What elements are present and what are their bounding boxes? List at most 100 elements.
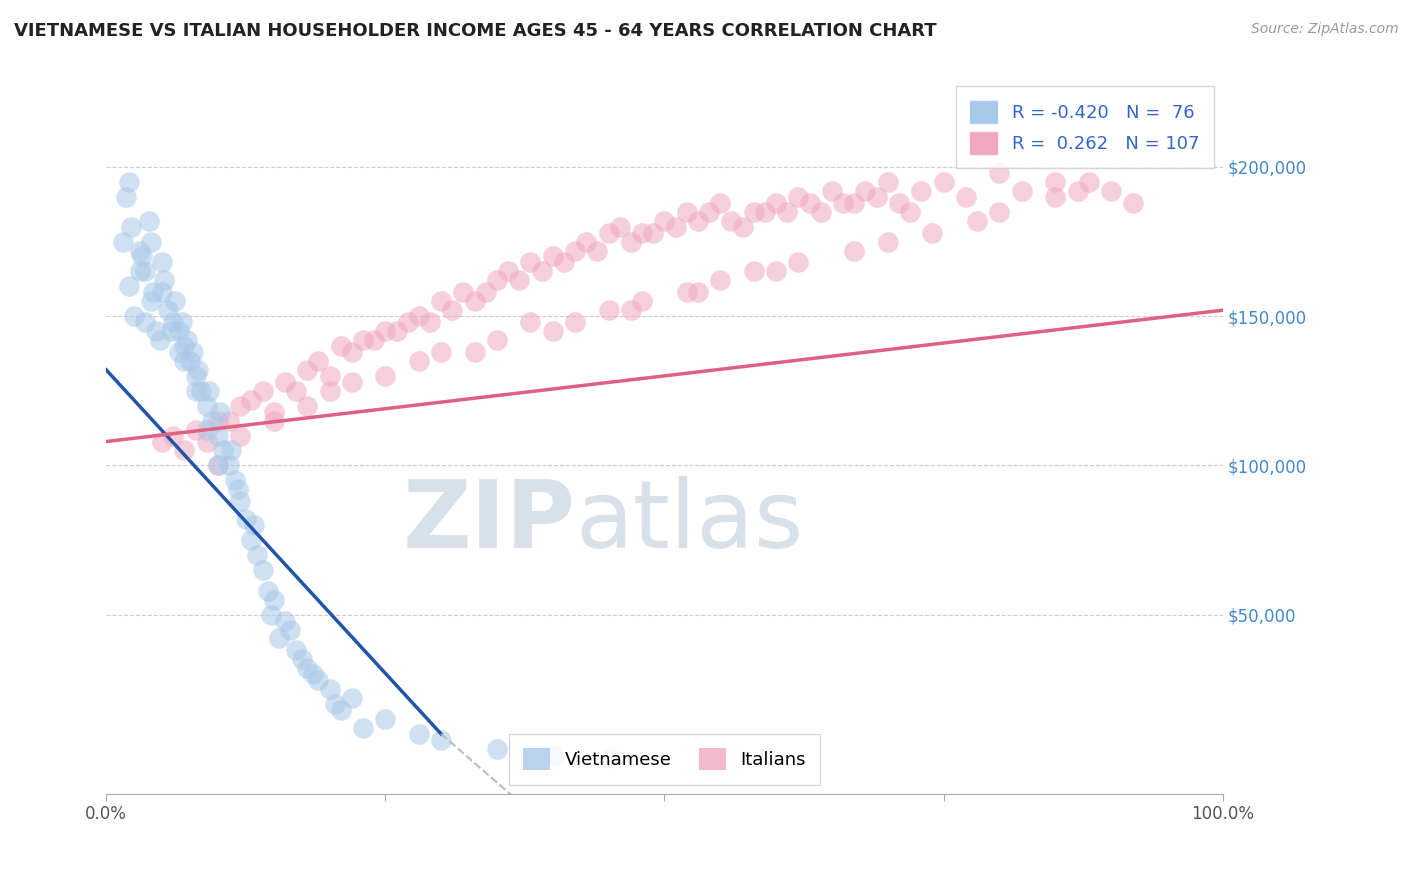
Point <box>485 273 508 287</box>
Point <box>887 195 910 210</box>
Point <box>966 213 988 227</box>
Point <box>1043 190 1066 204</box>
Point <box>1077 175 1099 189</box>
Point <box>128 264 150 278</box>
Point <box>519 255 541 269</box>
Point <box>430 294 453 309</box>
Point <box>541 747 564 762</box>
Point <box>385 324 408 338</box>
Point <box>898 204 921 219</box>
Point <box>765 195 787 210</box>
Point <box>396 315 419 329</box>
Point <box>776 204 799 219</box>
Point <box>162 428 184 442</box>
Point <box>598 751 620 765</box>
Point <box>855 184 877 198</box>
Point <box>765 264 787 278</box>
Point <box>876 175 898 189</box>
Point <box>932 175 955 189</box>
Point <box>240 533 263 547</box>
Point <box>224 473 246 487</box>
Point <box>150 255 173 269</box>
Point <box>295 399 318 413</box>
Point <box>564 244 586 258</box>
Point <box>340 691 363 706</box>
Point <box>115 190 138 204</box>
Point <box>1122 195 1144 210</box>
Point <box>329 703 352 717</box>
Point <box>274 614 297 628</box>
Point <box>195 423 218 437</box>
Point <box>530 264 553 278</box>
Point <box>865 190 887 204</box>
Point <box>173 339 195 353</box>
Point <box>229 399 252 413</box>
Point <box>609 219 631 234</box>
Point <box>160 324 183 338</box>
Point <box>709 273 731 287</box>
Point <box>988 166 1011 180</box>
Point <box>485 333 508 347</box>
Point <box>269 632 291 646</box>
Point <box>631 294 654 309</box>
Point <box>117 175 139 189</box>
Point <box>485 742 508 756</box>
Point <box>134 264 156 278</box>
Point <box>620 303 643 318</box>
Point <box>172 315 194 329</box>
Point <box>226 483 249 497</box>
Point <box>408 309 430 323</box>
Point <box>876 235 898 249</box>
Point <box>598 303 620 318</box>
Point <box>575 235 598 249</box>
Point <box>720 213 742 227</box>
Point <box>340 375 363 389</box>
Point <box>301 667 323 681</box>
Point <box>955 190 977 204</box>
Point <box>291 652 314 666</box>
Point <box>988 204 1011 219</box>
Point <box>318 682 340 697</box>
Point <box>184 384 207 398</box>
Point <box>173 443 195 458</box>
Point <box>176 333 198 347</box>
Point <box>252 563 274 577</box>
Point <box>131 250 153 264</box>
Point <box>453 285 475 300</box>
Point <box>242 518 264 533</box>
Point <box>352 721 374 735</box>
Point <box>122 309 145 323</box>
Point <box>686 285 709 300</box>
Point <box>586 244 609 258</box>
Point <box>408 354 430 368</box>
Point <box>134 315 156 329</box>
Point <box>799 195 821 210</box>
Point <box>257 583 280 598</box>
Point <box>246 548 269 562</box>
Text: ZIP: ZIP <box>402 475 575 567</box>
Point <box>675 285 697 300</box>
Point <box>441 303 464 318</box>
Point <box>821 184 844 198</box>
Point <box>285 384 308 398</box>
Point <box>149 333 172 347</box>
Point <box>218 458 240 473</box>
Point <box>844 195 866 210</box>
Point <box>252 384 274 398</box>
Point <box>742 204 765 219</box>
Text: VIETNAMESE VS ITALIAN HOUSEHOLDER INCOME AGES 45 - 64 YEARS CORRELATION CHART: VIETNAMESE VS ITALIAN HOUSEHOLDER INCOME… <box>14 22 936 40</box>
Legend: Vietnamese, Italians: Vietnamese, Italians <box>509 734 820 785</box>
Point <box>173 354 195 368</box>
Point <box>207 428 229 442</box>
Point <box>731 219 754 234</box>
Point <box>318 384 340 398</box>
Point <box>323 697 346 711</box>
Point <box>374 712 396 726</box>
Point <box>307 673 329 688</box>
Point <box>190 384 212 398</box>
Point <box>207 458 229 473</box>
Point <box>198 384 221 398</box>
Point <box>643 226 665 240</box>
Point <box>742 264 765 278</box>
Point <box>111 235 134 249</box>
